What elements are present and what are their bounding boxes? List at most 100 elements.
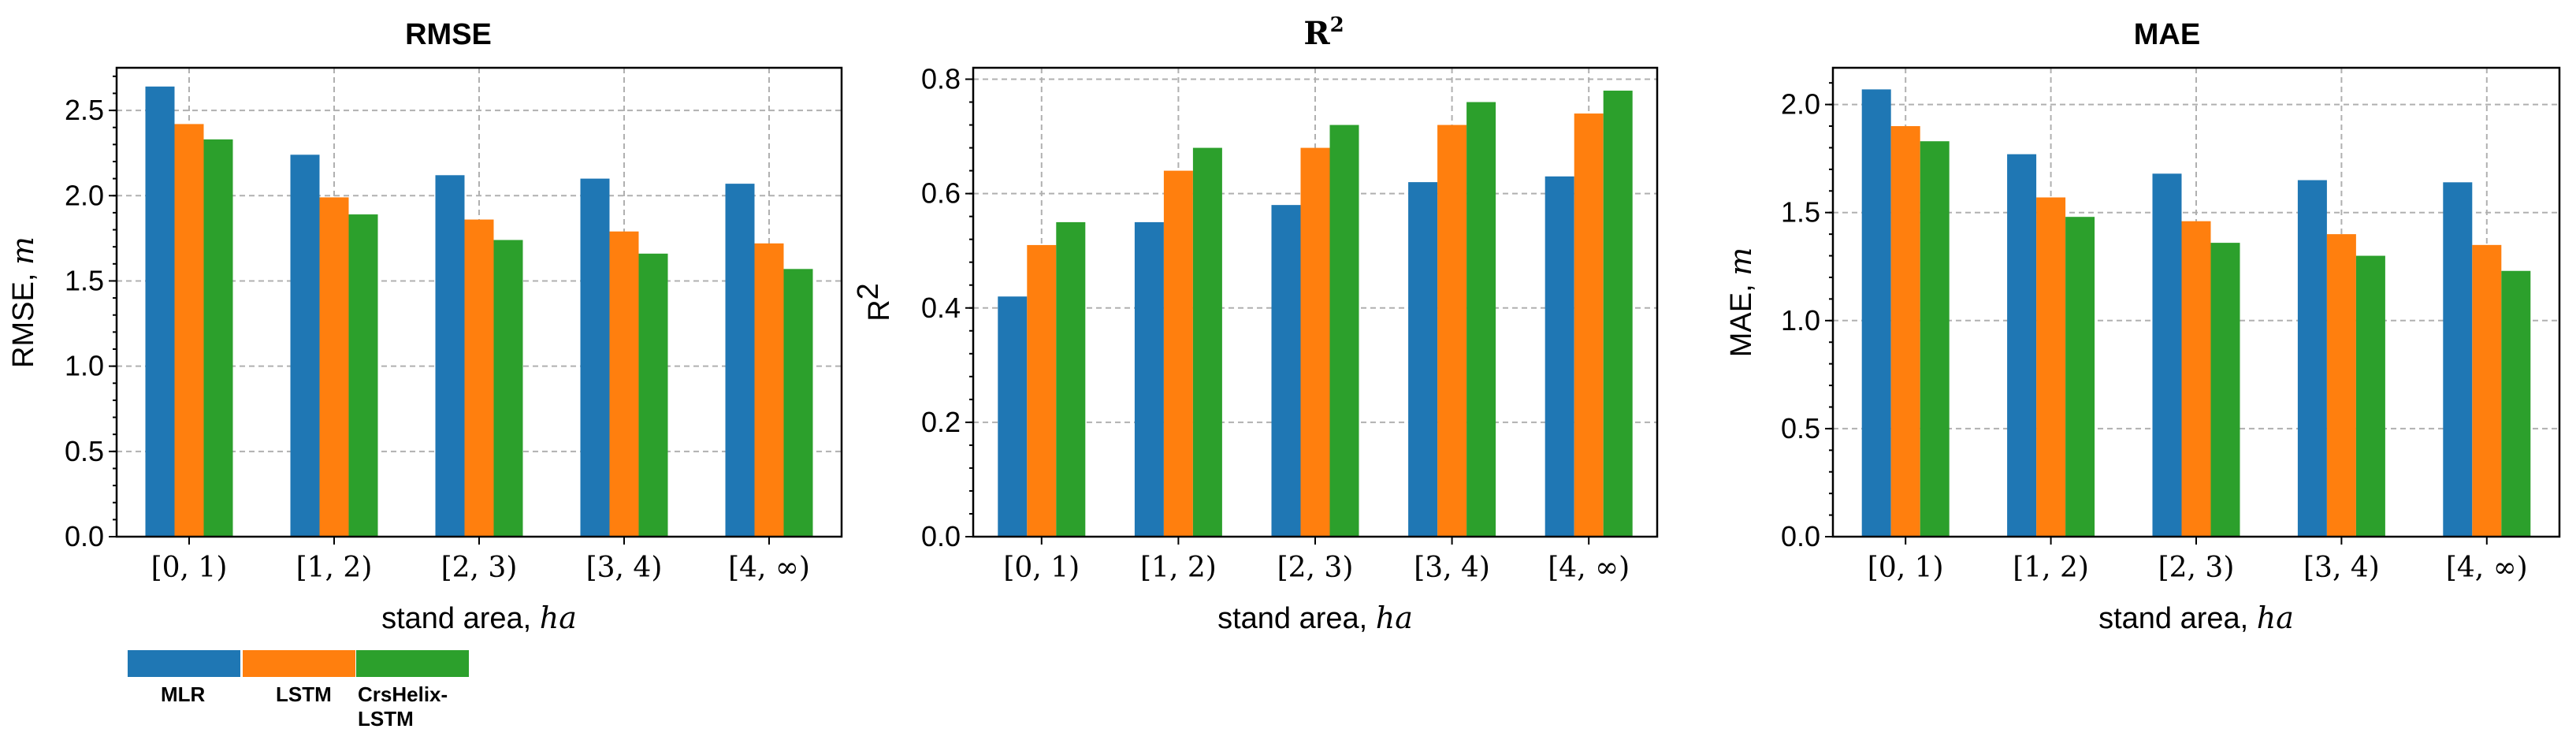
- bar-crshelix-lstm-5: [1603, 91, 1633, 537]
- bar-lstm-3: [464, 219, 494, 537]
- y-tick-label: 1.0: [65, 350, 104, 382]
- x-tick-label: [1, 2): [296, 552, 373, 584]
- x-tick-label: [4, ∞): [1548, 552, 1630, 584]
- y-tick-label: 2.0: [65, 179, 104, 211]
- bar-lstm-4: [2326, 234, 2356, 537]
- y-tick-label: 2.5: [65, 94, 104, 126]
- y-tick-label: 0.0: [65, 520, 104, 552]
- x-axis-label-unit: ha: [540, 601, 577, 635]
- bar-crshelix-lstm-4: [1466, 102, 1496, 537]
- x-tick-label: [2, 3): [1277, 552, 1354, 584]
- bar-mlr-1: [145, 86, 175, 537]
- bar-lstm-4: [609, 231, 639, 537]
- bar-mlr-2: [290, 154, 320, 537]
- bar-lstm-3: [1300, 147, 1330, 537]
- chart-panel-2: R2 0.0 0.2 0.4 0.6 0.8 [0, 1) [1, 2) [2, 3) [3, 4…: [852, 13, 1659, 635]
- y-axis-label-text: R: [863, 299, 896, 321]
- chart-title: MAE: [2134, 18, 2200, 51]
- y-tick-label: 0.4: [921, 292, 961, 324]
- bar-crshelix-lstm-2: [348, 214, 378, 537]
- y-axis-label-superscript: 2: [852, 283, 885, 299]
- chart-panel-1: RMSE 0.0 0.5 1.0 1.5 2.0 2.5 [0, 1) [1, 2) [2, 3)…: [6, 18, 843, 635]
- bar-mlr-3: [1271, 205, 1301, 537]
- y-tick-label: 1.0: [1781, 304, 1820, 337]
- y-tick-label: 0.5: [1781, 412, 1820, 444]
- bar-mlr-1: [1861, 89, 1891, 537]
- bar-lstm-4: [1437, 125, 1467, 537]
- x-tick-label: [2, 3): [2158, 552, 2235, 584]
- legend-label: CrsHelix-: [358, 682, 448, 706]
- bar-lstm-1: [174, 124, 204, 537]
- bar-crshelix-lstm-3: [1329, 125, 1359, 537]
- bar-crshelix-lstm-3: [2210, 243, 2240, 537]
- legend-item-crshelix-lstm: CrsHelix-LSTM: [356, 650, 469, 731]
- x-tick-label: [3, 4): [2303, 552, 2380, 584]
- y-tick-label: 0.6: [921, 177, 961, 210]
- y-tick-label: 1.5: [65, 264, 104, 296]
- bar-mlr-2: [1134, 221, 1164, 537]
- y-axis-label: R2: [852, 283, 896, 322]
- y-tick-label: 2.0: [1781, 88, 1820, 121]
- x-tick-label: [0, 1): [1868, 552, 1944, 584]
- bar-mlr-3: [435, 175, 465, 537]
- chart-title: RMSE: [405, 18, 492, 51]
- bar-crshelix-lstm-5: [2501, 270, 2531, 537]
- x-axis-label-text: stand area,: [2098, 602, 2257, 635]
- x-tick-label: [0, 1): [1003, 552, 1080, 584]
- chart-title-text: MAE: [2134, 18, 2200, 51]
- x-axis-label-unit: ha: [2257, 601, 2294, 635]
- legend-swatch: [128, 650, 240, 677]
- x-tick-label: [2, 3): [441, 552, 518, 584]
- bar-crshelix-lstm-2: [2065, 217, 2095, 537]
- legend-swatch: [243, 650, 355, 677]
- bar-lstm-2: [2036, 197, 2066, 537]
- x-tick-label: [3, 4): [1414, 552, 1490, 584]
- y-axis-label-unit: m: [6, 236, 40, 265]
- y-tick-label: 0.8: [921, 63, 961, 95]
- y-axis-label: RMSE, m: [6, 236, 40, 368]
- bar-crshelix-lstm-4: [2355, 255, 2385, 537]
- y-tick-label: 1.5: [1781, 196, 1820, 229]
- y-axis-label-text: MAE,: [1725, 276, 1758, 357]
- chart-title: R2: [1303, 13, 1344, 52]
- chart-panel-3: MAE 0.0 0.5 1.0 1.5 2.0 [0, 1) [1, 2) [2, 3) [3, …: [1723, 18, 2561, 635]
- y-axis-label-unit: m: [1723, 247, 1758, 276]
- bar-crshelix-lstm-2: [1192, 147, 1222, 537]
- x-tick-label: [4, ∞): [2446, 552, 2528, 584]
- legend-item-mlr: MLR: [128, 650, 240, 706]
- x-axis-label-unit: ha: [1376, 601, 1413, 635]
- y-tick-label: 0.0: [1781, 520, 1820, 552]
- y-tick-label: 0.0: [921, 520, 961, 552]
- bar-lstm-1: [1890, 126, 1920, 537]
- bar-lstm-2: [1163, 170, 1193, 537]
- bar-lstm-2: [319, 197, 349, 537]
- bar-crshelix-lstm-1: [203, 139, 233, 537]
- bar-mlr-5: [725, 184, 755, 537]
- bar-lstm-3: [2181, 221, 2211, 537]
- chart-title-text: RMSE: [405, 18, 492, 51]
- y-axis-label-text: RMSE,: [7, 265, 40, 368]
- bar-lstm-1: [1027, 244, 1057, 537]
- bar-mlr-4: [1408, 182, 1438, 537]
- legend: MLR LSTM CrsHelix-LSTM: [128, 650, 469, 731]
- bar-crshelix-lstm-4: [638, 253, 668, 537]
- x-tick-label: [1, 2): [1140, 552, 1217, 584]
- bar-mlr-4: [580, 178, 610, 537]
- x-axis-label: stand area, ha: [381, 601, 577, 635]
- legend-swatch: [356, 650, 469, 677]
- y-tick-label: 0.2: [921, 406, 961, 438]
- x-tick-label: [4, ∞): [728, 552, 810, 584]
- legend-item-lstm: LSTM: [243, 650, 355, 706]
- x-tick-label: [3, 4): [586, 552, 663, 584]
- bar-lstm-5: [2472, 244, 2502, 537]
- bar-lstm-5: [1574, 113, 1604, 537]
- bar-crshelix-lstm-1: [1920, 141, 1950, 537]
- legend-label: MLR: [161, 682, 206, 706]
- bar-mlr-4: [2297, 180, 2327, 537]
- x-axis-label-text: stand area,: [381, 602, 540, 635]
- legend-label: LSTM: [276, 682, 332, 706]
- x-tick-label: [0, 1): [151, 552, 228, 584]
- bar-lstm-5: [754, 243, 784, 537]
- x-axis-label: stand area, ha: [2098, 601, 2294, 635]
